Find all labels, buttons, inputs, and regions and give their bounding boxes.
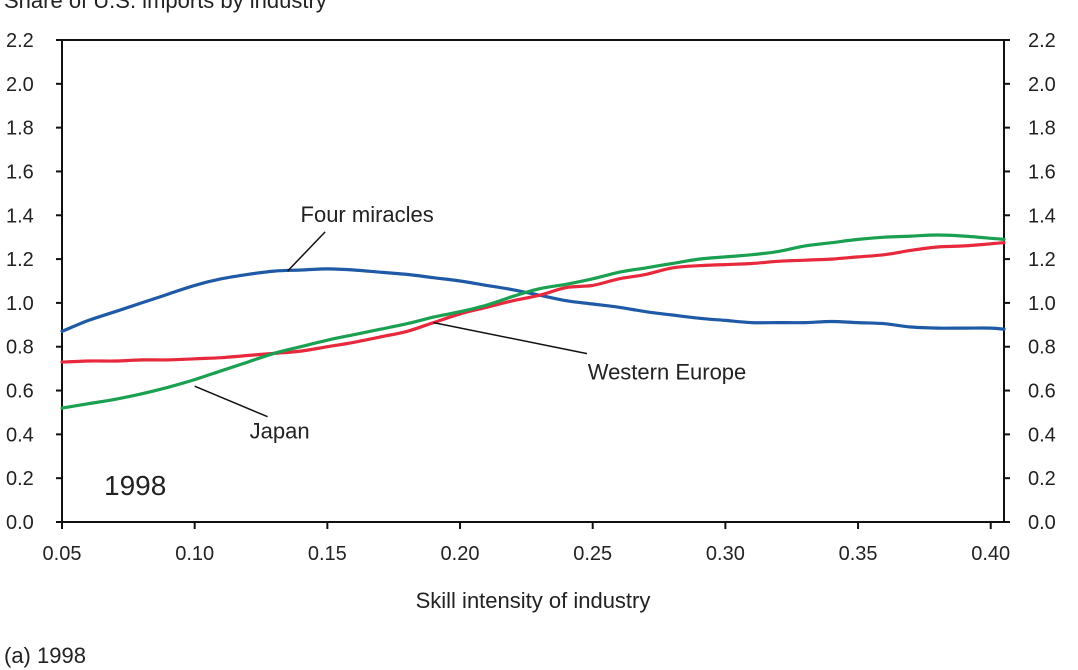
x-axis-title: Skill intensity of industry [416,588,651,613]
y-tick-label-right: 1.0 [1028,293,1056,315]
annotation-leader-western-europe [433,321,588,355]
x-tick-label: 0.40 [971,543,1010,565]
x-axis: 0.05 0.10 0.15 0.20 0.25 0.30 0.35 0.40 [43,522,1010,565]
y-tick-label-left: 1.0 [6,293,34,315]
line-chart: 0.0 0.2 0.4 0.6 0.8 1.0 1.2 1.4 1.6 1.8 2.0 2.2 0.0… [6,30,1056,613]
y-axis-left: 0.0 0.2 0.4 0.6 0.8 1.0 1.2 1.4 1.6 1.8 2.0 2.2 [6,30,62,534]
x-tick-label: 0.15 [308,543,347,565]
y-tick-label-left: 0.2 [6,468,34,490]
annotation-label-japan: Japan [250,419,310,444]
y-tick-label-right: 2.0 [1028,74,1056,96]
annotations: Four miracles Western Europe Japan [194,202,747,444]
x-tick-label: 0.20 [441,543,480,565]
y-tick-label-left: 1.4 [6,205,34,227]
series-line-western-europe [60,241,1006,364]
year-label: 1998 [104,470,166,501]
y-axis-right: 0.0 0.2 0.4 0.6 0.8 1.0 1.2 1.4 1.6 1.8 2.0 2.2 [1004,30,1056,534]
y-tick-label-right: 1.8 [1028,118,1056,140]
y-tick-label-left: 2.2 [6,30,34,52]
series-line-four-miracles [60,267,1006,333]
annotation-label-four-miracles: Four miracles [301,202,434,227]
y-tick-label-left: 1.6 [6,161,34,183]
y-tick-label-right: 0.4 [1028,424,1056,446]
annotation-label-western-europe: Western Europe [588,360,747,385]
plot-frame [61,39,1005,523]
y-tick-label-right: 1.4 [1028,205,1056,227]
y-tick-label-right: 1.6 [1028,161,1056,183]
y-tick-label-left: 0.6 [6,381,34,403]
x-tick-label: 0.05 [43,543,82,565]
y-tick-label-right: 0.8 [1028,337,1056,359]
x-tick-label: 0.25 [573,543,612,565]
x-tick-label: 0.35 [839,543,878,565]
series-line-japan [60,233,1006,410]
y-tick-label-left: 0.0 [6,512,34,534]
y-tick-label-left: 1.2 [6,249,34,271]
y-tick-label-right: 0.2 [1028,468,1056,490]
y-tick-label-right: 2.2 [1028,30,1056,52]
y-tick-label-left: 0.4 [6,424,34,446]
figure-caption: (a) 1998 [4,643,86,668]
y-tick-label-right: 0.6 [1028,381,1056,403]
y-tick-label-right: 1.2 [1028,249,1056,271]
annotation-leader-japan [194,385,268,418]
y-tick-label-left: 0.8 [6,337,34,359]
y-tick-label-left: 1.8 [6,118,34,140]
series-lines [60,233,1006,410]
x-tick-label: 0.30 [706,543,745,565]
chart-title: Share of U.S. imports by industry [4,0,327,13]
annotation-leader-four-miracles [287,231,326,272]
y-tick-label-left: 2.0 [6,74,34,96]
y-tick-label-right: 0.0 [1028,512,1056,534]
x-tick-label: 0.10 [175,543,214,565]
